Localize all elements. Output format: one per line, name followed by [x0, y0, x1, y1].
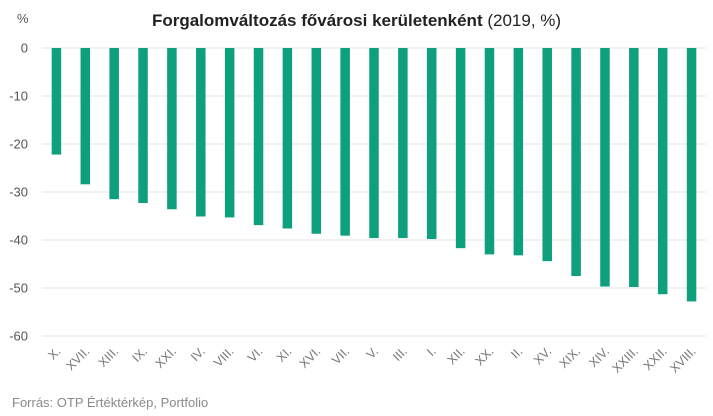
x-tick-label: XXII.	[641, 344, 670, 373]
y-tick-label: -50	[9, 281, 28, 296]
bar	[398, 48, 408, 239]
y-tick-label: -20	[9, 137, 28, 152]
bar	[571, 48, 581, 276]
bar	[311, 48, 322, 234]
bar	[224, 48, 235, 218]
y-tick-label: -60	[9, 329, 28, 344]
bar	[657, 48, 668, 295]
x-tick-label: VIII.	[211, 344, 237, 370]
x-tick-label: XVI.	[297, 344, 324, 371]
bar	[484, 48, 495, 255]
x-tick-label: I.	[424, 344, 439, 359]
x-tick-label: XII.	[445, 344, 468, 367]
x-tick-label: II.	[508, 344, 525, 361]
x-tick-label: III.	[390, 344, 410, 364]
chart-title: Forgalomváltozás fővárosi kerületenként …	[0, 11, 713, 31]
bar	[167, 48, 177, 210]
x-tick-label: VII.	[329, 344, 352, 367]
x-tick-label: X.	[45, 344, 63, 362]
x-tick-label: IX.	[129, 344, 150, 365]
x-tick-label: XXIII.	[609, 344, 641, 376]
bar	[629, 48, 639, 288]
bar	[253, 48, 264, 226]
y-tick-label: -40	[9, 233, 28, 248]
x-tick-label: XIV.	[586, 344, 612, 370]
x-tick-label: XV.	[531, 344, 554, 367]
bar	[600, 48, 610, 287]
x-tick-label: IV.	[188, 344, 208, 364]
chart-title-main: Forgalomváltozás fővárosi kerületenként	[151, 11, 483, 30]
bar	[369, 48, 379, 239]
bar	[513, 48, 524, 256]
x-axis-labels: X. XVII. XIII. IX. XXI. IV. VIII. VI. XI. XVI. VII…	[45, 344, 698, 376]
bar	[138, 48, 148, 204]
x-tick-label: XVII.	[63, 344, 92, 373]
bar	[455, 48, 466, 249]
x-tick-label: XXI.	[152, 344, 179, 371]
bars	[51, 48, 697, 302]
bar	[196, 48, 206, 217]
x-tick-label: XIII.	[96, 344, 122, 370]
y-axis-ticks: 0 -10 -20 -30 -40 -50 -60	[9, 41, 28, 344]
bar	[340, 48, 350, 236]
bar	[426, 48, 437, 240]
chart-title-suffix: (2019, %)	[487, 11, 562, 30]
bar	[282, 48, 293, 229]
x-tick-label: XI.	[274, 344, 295, 365]
x-tick-label: VI.	[245, 344, 266, 365]
x-tick-label: XVIII.	[667, 344, 699, 376]
x-tick-label: V.	[364, 344, 381, 361]
bar	[80, 48, 91, 185]
y-axis-unit-label: %	[17, 11, 29, 26]
bar	[542, 48, 552, 262]
bar	[51, 48, 62, 155]
bar	[109, 48, 119, 200]
x-tick-label: XIX.	[557, 344, 584, 371]
source-note: Forrás: OTP Értéktérkép, Portfolio	[12, 395, 209, 410]
y-tick-label: -30	[9, 185, 28, 200]
y-tick-label: -10	[9, 89, 28, 104]
bar	[686, 48, 697, 302]
y-tick-label: 0	[21, 41, 28, 56]
x-tick-label: XX.	[472, 344, 496, 368]
